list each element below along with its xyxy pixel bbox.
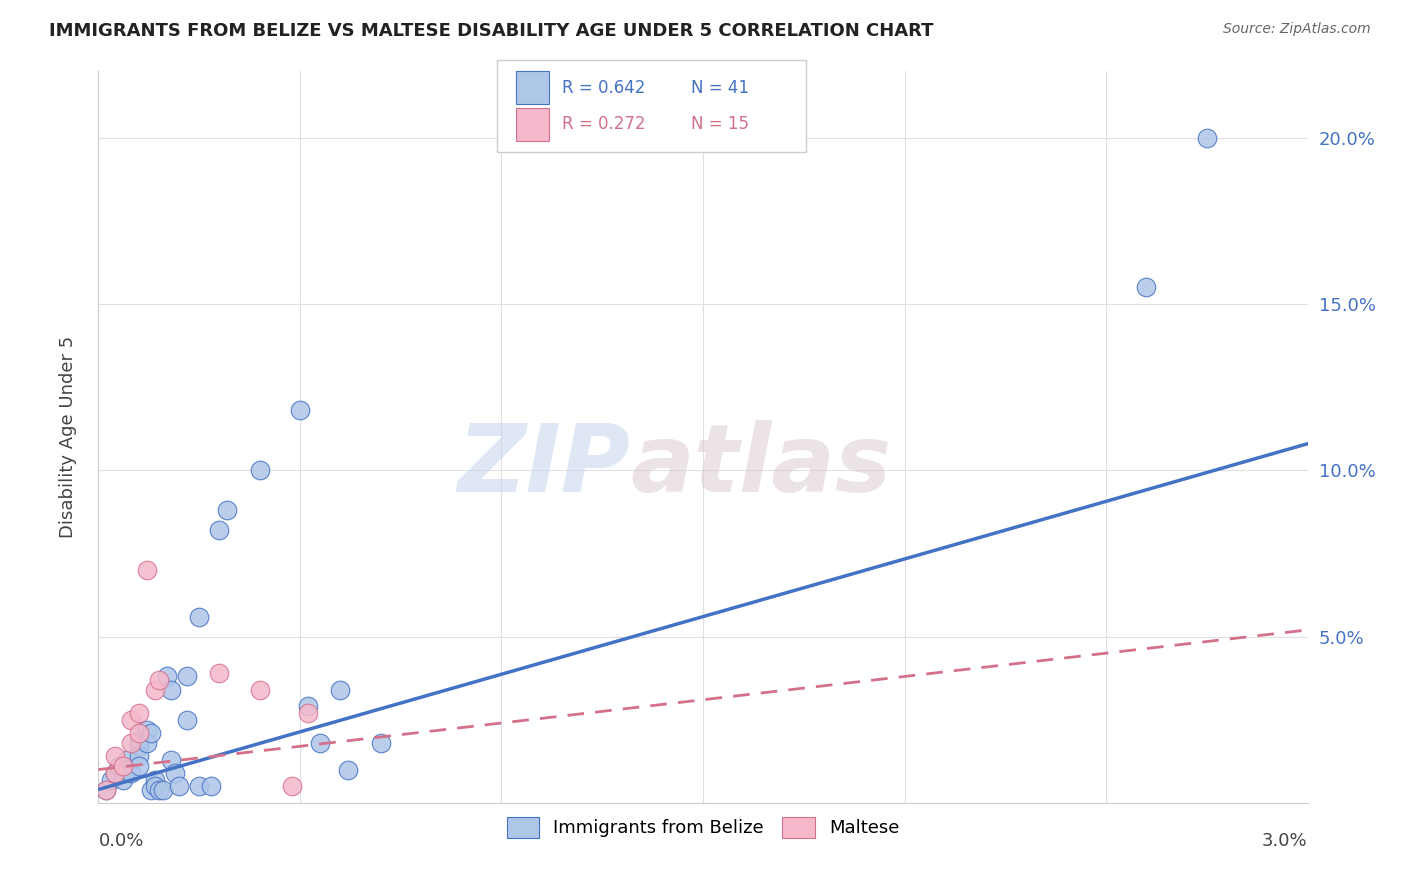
Point — [135, 563, 157, 577]
Point — [148, 673, 170, 687]
Text: 3.0%: 3.0% — [1263, 832, 1308, 850]
Point — [208, 523, 231, 537]
Point — [297, 706, 319, 720]
Point — [103, 749, 125, 764]
Point — [249, 682, 271, 697]
Point — [111, 772, 134, 787]
Point — [143, 779, 166, 793]
Point — [120, 765, 142, 780]
Point — [148, 782, 170, 797]
Text: N = 41: N = 41 — [690, 78, 749, 97]
Text: N = 15: N = 15 — [690, 115, 749, 134]
Text: atlas: atlas — [630, 420, 891, 512]
Point — [163, 765, 186, 780]
Legend: Immigrants from Belize, Maltese: Immigrants from Belize, Maltese — [499, 810, 907, 845]
Point — [309, 736, 332, 750]
Point — [188, 779, 211, 793]
Text: ZIP: ZIP — [457, 420, 630, 512]
Point — [103, 765, 125, 780]
Point — [176, 669, 198, 683]
Point — [111, 759, 134, 773]
Point — [160, 682, 183, 697]
Point — [100, 772, 122, 787]
Point — [135, 723, 157, 737]
Point — [176, 713, 198, 727]
Point — [96, 782, 118, 797]
Point — [135, 736, 157, 750]
Point — [128, 739, 150, 754]
Point — [139, 782, 162, 797]
FancyBboxPatch shape — [498, 61, 806, 152]
Point — [152, 782, 174, 797]
Point — [96, 782, 118, 797]
Point — [249, 463, 271, 477]
Text: R = 0.272: R = 0.272 — [561, 115, 645, 134]
Point — [167, 779, 190, 793]
Text: R = 0.642: R = 0.642 — [561, 78, 645, 97]
Point — [143, 772, 166, 787]
Text: IMMIGRANTS FROM BELIZE VS MALTESE DISABILITY AGE UNDER 5 CORRELATION CHART: IMMIGRANTS FROM BELIZE VS MALTESE DISABI… — [49, 22, 934, 40]
Point — [128, 706, 150, 720]
Point — [217, 503, 239, 517]
Point — [188, 609, 211, 624]
Point — [139, 726, 162, 740]
Point — [103, 765, 125, 780]
Point — [370, 736, 392, 750]
Point — [115, 753, 138, 767]
Point — [128, 726, 150, 740]
Point — [200, 779, 222, 793]
Point — [1195, 131, 1218, 145]
Point — [160, 753, 183, 767]
Point — [281, 779, 304, 793]
Point — [128, 759, 150, 773]
Y-axis label: Disability Age Under 5: Disability Age Under 5 — [59, 336, 77, 538]
Point — [128, 749, 150, 764]
FancyBboxPatch shape — [516, 71, 550, 104]
Point — [156, 669, 179, 683]
Point — [329, 682, 352, 697]
Point — [337, 763, 360, 777]
Point — [297, 699, 319, 714]
Text: 0.0%: 0.0% — [98, 832, 143, 850]
FancyBboxPatch shape — [516, 108, 550, 141]
Point — [120, 713, 142, 727]
Point — [1135, 280, 1157, 294]
Point — [115, 763, 138, 777]
Text: Source: ZipAtlas.com: Source: ZipAtlas.com — [1223, 22, 1371, 37]
Point — [143, 682, 166, 697]
Point — [107, 759, 129, 773]
Point — [288, 403, 311, 417]
Point — [128, 732, 150, 747]
Point — [208, 666, 231, 681]
Point — [120, 736, 142, 750]
